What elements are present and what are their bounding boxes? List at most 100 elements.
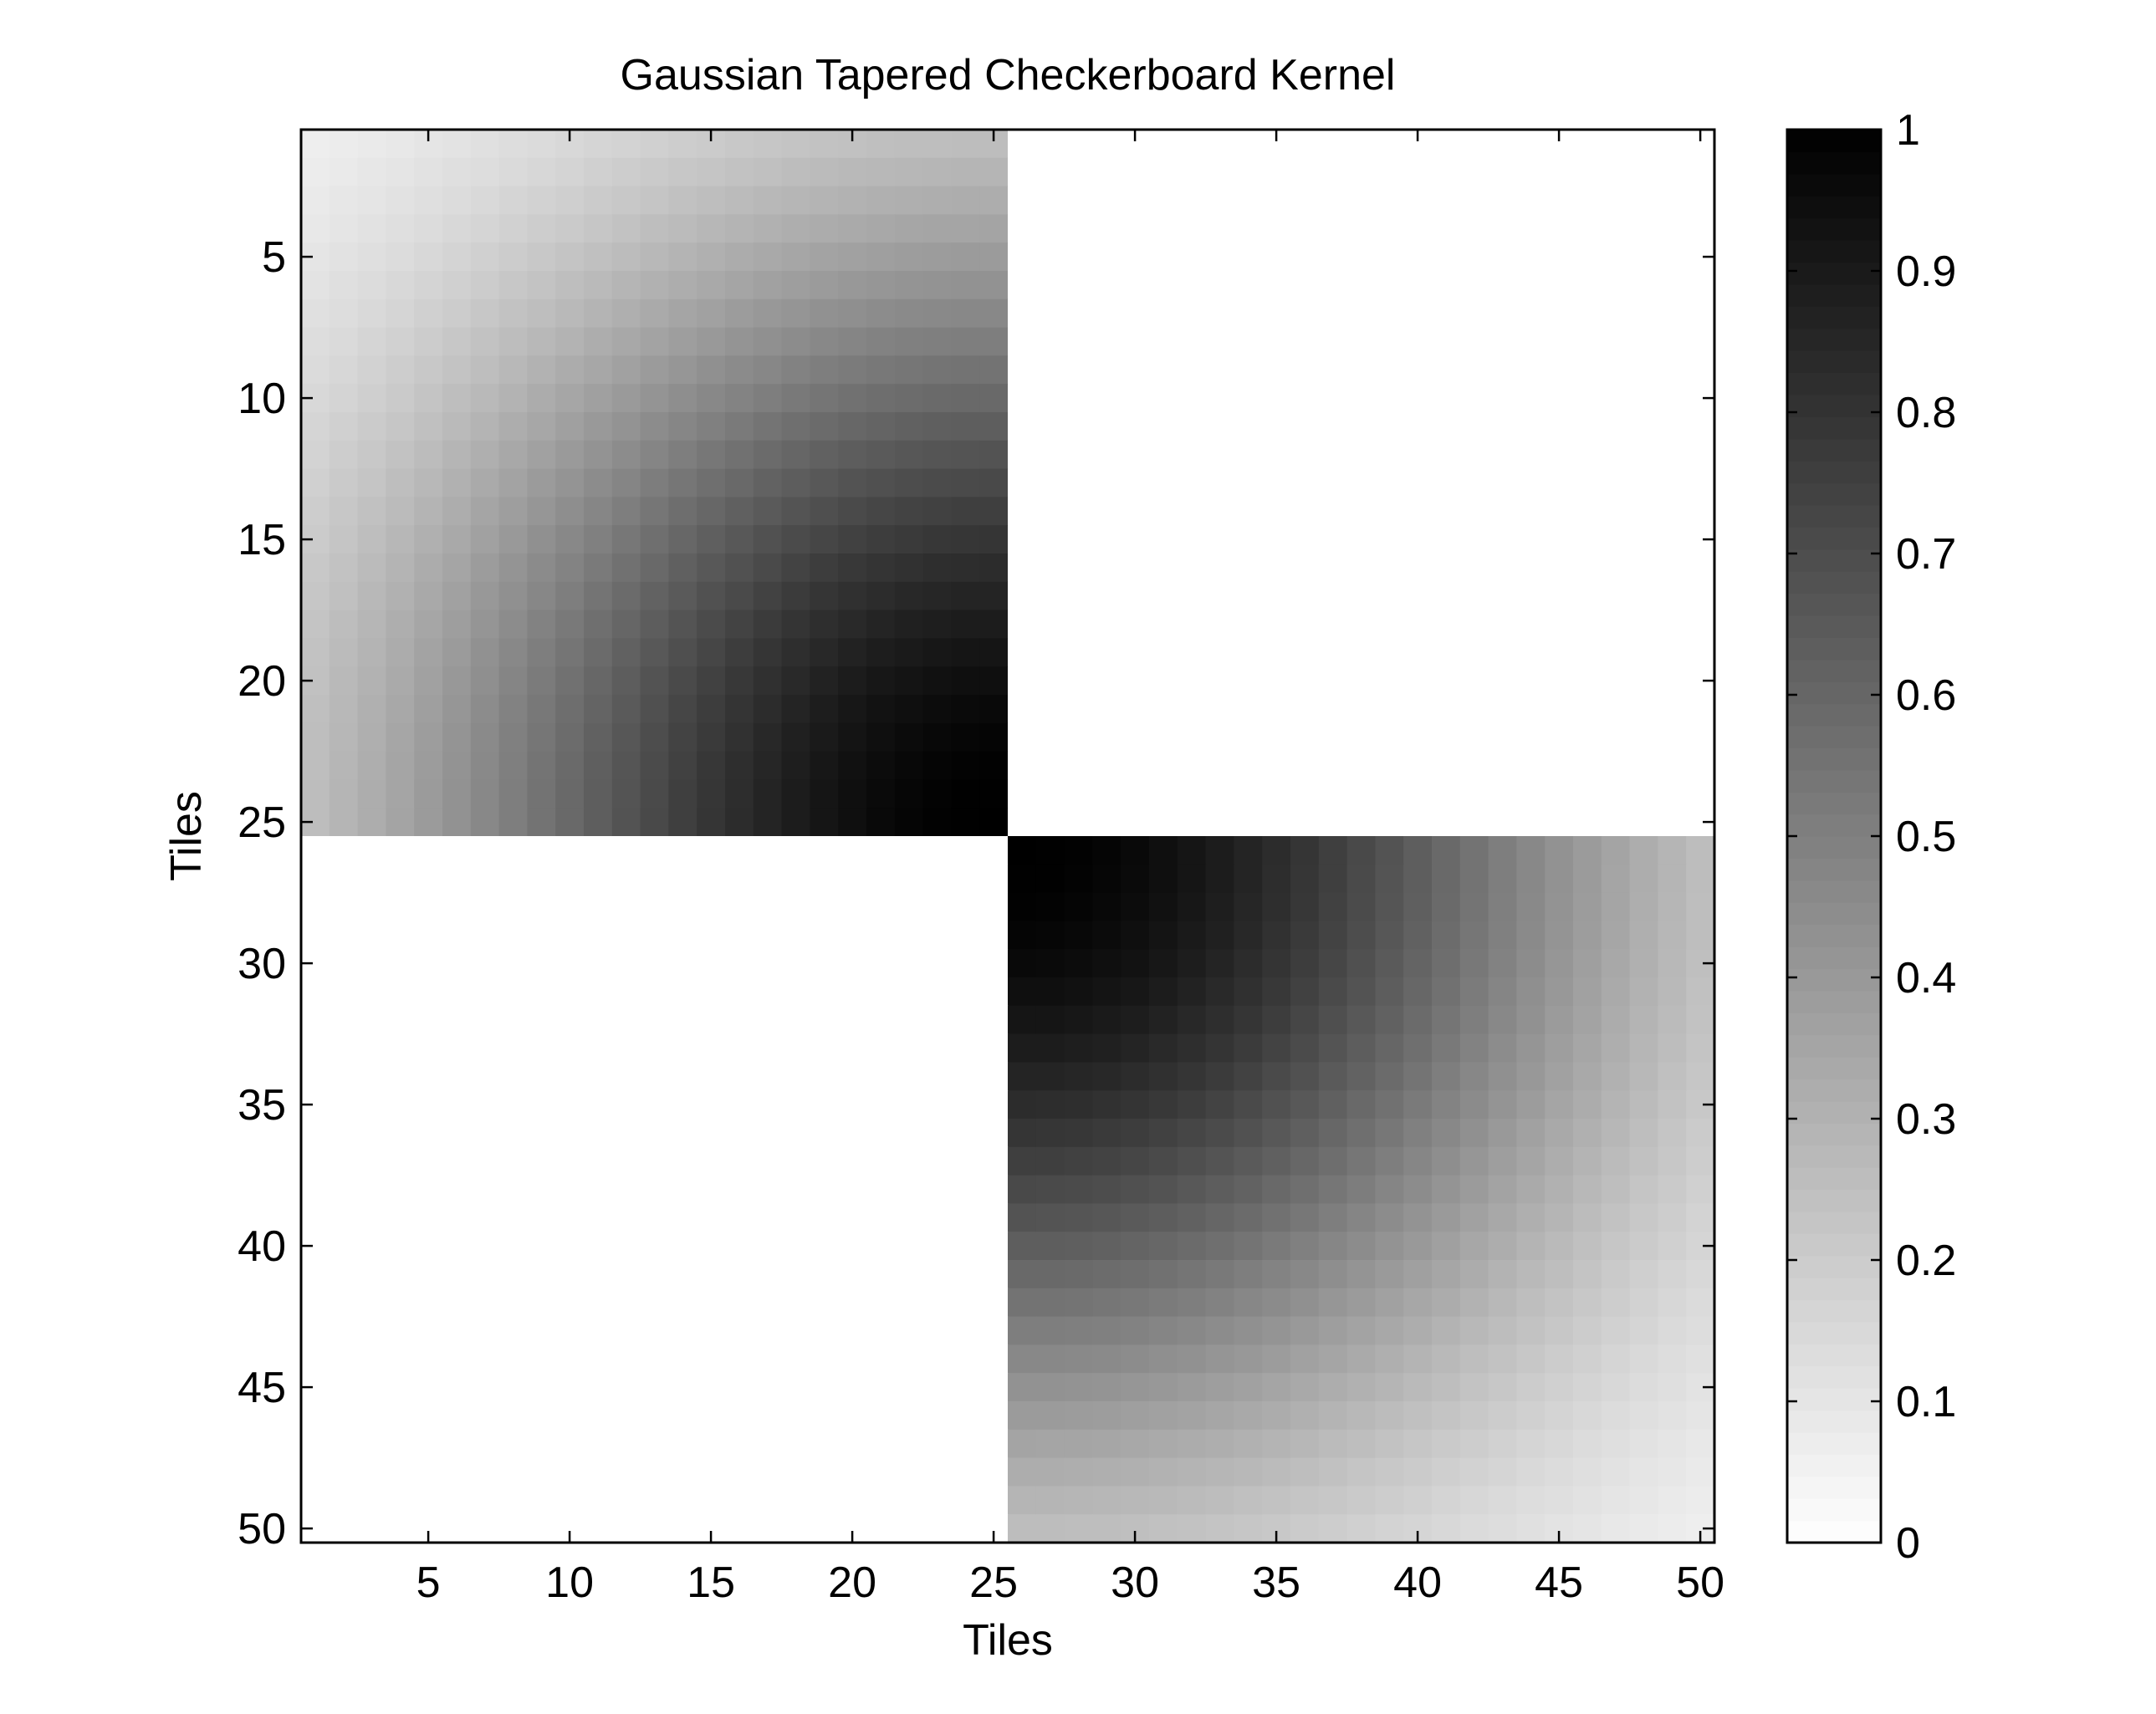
heatmap-cell bbox=[498, 1146, 528, 1176]
heatmap-cell bbox=[1488, 722, 1517, 752]
heatmap-cell bbox=[442, 412, 472, 441]
heatmap-cell bbox=[697, 1429, 726, 1459]
heatmap-cell bbox=[1262, 779, 1291, 809]
heatmap-cell bbox=[1008, 355, 1037, 385]
heatmap-cell bbox=[1375, 1486, 1404, 1515]
heatmap-cell bbox=[1205, 1203, 1234, 1232]
heatmap-cell bbox=[1545, 1260, 1574, 1289]
heatmap-cell bbox=[470, 1203, 500, 1232]
heatmap-cell bbox=[1035, 130, 1065, 159]
heatmap-cell bbox=[1403, 1203, 1433, 1232]
heatmap-cell bbox=[1375, 1175, 1404, 1204]
heatmap-cell bbox=[668, 1090, 697, 1120]
heatmap-cell bbox=[1035, 384, 1065, 413]
heatmap-cell bbox=[979, 836, 1009, 865]
heatmap-cell bbox=[725, 1429, 754, 1459]
heatmap-cell bbox=[979, 666, 1009, 696]
heatmap-cell bbox=[866, 864, 896, 894]
heatmap-cell bbox=[1008, 722, 1037, 752]
heatmap-cell bbox=[555, 186, 585, 215]
heatmap-cell bbox=[527, 1514, 556, 1543]
heatmap-cell bbox=[697, 581, 726, 611]
heatmap-cell bbox=[951, 977, 980, 1007]
heatmap-cell bbox=[1488, 553, 1517, 583]
heatmap-cell bbox=[1488, 695, 1517, 724]
heatmap-cell bbox=[894, 1260, 924, 1289]
heatmap-cell bbox=[470, 666, 500, 696]
heatmap-cell bbox=[1375, 722, 1404, 752]
heatmap-cell bbox=[668, 1005, 697, 1035]
heatmap-cell bbox=[1149, 412, 1178, 441]
heatmap-cell bbox=[1035, 355, 1065, 385]
heatmap-cell bbox=[386, 581, 415, 611]
heatmap-cell bbox=[640, 130, 669, 159]
heatmap-cell bbox=[1121, 468, 1150, 497]
heatmap-cell bbox=[894, 157, 924, 187]
heatmap-cell bbox=[1318, 1062, 1348, 1091]
heatmap-cell bbox=[697, 468, 726, 497]
heatmap-cell bbox=[697, 1288, 726, 1318]
heatmap-cell bbox=[1092, 1316, 1121, 1345]
heatmap-cell bbox=[414, 298, 443, 329]
heatmap-cell bbox=[753, 242, 783, 272]
heatmap-cell bbox=[442, 1486, 472, 1515]
colorbar-swatch bbox=[1787, 461, 1881, 484]
heatmap-cell bbox=[357, 977, 386, 1007]
heatmap-cell bbox=[838, 327, 867, 356]
heatmap-cell bbox=[386, 1005, 415, 1035]
heatmap-cell bbox=[1658, 157, 1687, 187]
heatmap-cell bbox=[781, 525, 810, 554]
heatmap-cell bbox=[838, 1175, 867, 1204]
heatmap-cell bbox=[922, 864, 952, 894]
heatmap-cell bbox=[1432, 1429, 1461, 1459]
heatmap-cell bbox=[922, 751, 952, 780]
heatmap-cell bbox=[838, 298, 867, 329]
heatmap-cell bbox=[1459, 1232, 1489, 1261]
heatmap-cell bbox=[1516, 1429, 1545, 1459]
heatmap-cell bbox=[668, 1232, 697, 1261]
heatmap-cell bbox=[866, 271, 896, 300]
heatmap-cell bbox=[1064, 525, 1093, 554]
heatmap-cell bbox=[1686, 1457, 1715, 1487]
heatmap-cell bbox=[386, 355, 415, 385]
heatmap-cell bbox=[1035, 327, 1065, 356]
heatmap-cell bbox=[1008, 298, 1037, 329]
colorbar-swatch bbox=[1787, 1321, 1881, 1344]
heatmap-cell bbox=[781, 327, 810, 356]
heatmap-cell bbox=[414, 1401, 443, 1431]
heatmap-cell bbox=[1234, 1344, 1263, 1374]
heatmap-cell bbox=[414, 327, 443, 356]
heatmap-cell bbox=[725, 355, 754, 385]
heatmap-cell bbox=[951, 1373, 980, 1402]
heatmap-cell bbox=[301, 1316, 330, 1345]
heatmap-cell bbox=[1064, 1486, 1093, 1515]
heatmap-cell bbox=[1545, 1175, 1574, 1204]
heatmap-cell bbox=[1601, 298, 1631, 329]
heatmap-cell bbox=[1290, 864, 1320, 894]
heatmap-cell bbox=[1008, 1232, 1037, 1261]
heatmap-cell bbox=[1149, 1062, 1178, 1091]
heatmap-cell bbox=[1346, 186, 1376, 215]
heatmap-cell bbox=[1346, 581, 1376, 611]
heatmap-cell bbox=[1545, 157, 1574, 187]
heatmap-cell bbox=[697, 214, 726, 243]
heatmap-cell bbox=[866, 130, 896, 159]
heatmap-cell bbox=[1092, 1033, 1121, 1063]
heatmap-cell bbox=[1064, 1373, 1093, 1402]
heatmap-cell bbox=[1177, 864, 1207, 894]
heatmap-cell bbox=[725, 722, 754, 752]
heatmap-cell bbox=[1573, 1344, 1602, 1374]
heatmap-cell bbox=[640, 1232, 669, 1261]
heatmap-cell bbox=[1658, 921, 1687, 950]
heatmap-cell bbox=[1318, 186, 1348, 215]
heatmap-cell bbox=[951, 1288, 980, 1318]
heatmap-cell bbox=[470, 1486, 500, 1515]
heatmap-cell bbox=[498, 412, 528, 441]
heatmap-cell bbox=[838, 1090, 867, 1120]
heatmap-cell bbox=[1629, 836, 1658, 865]
heatmap-cell bbox=[838, 892, 867, 921]
heatmap-cell bbox=[1008, 440, 1037, 470]
heatmap-cell bbox=[1234, 1401, 1263, 1431]
heatmap-cell bbox=[386, 751, 415, 780]
heatmap-cell bbox=[781, 298, 810, 329]
